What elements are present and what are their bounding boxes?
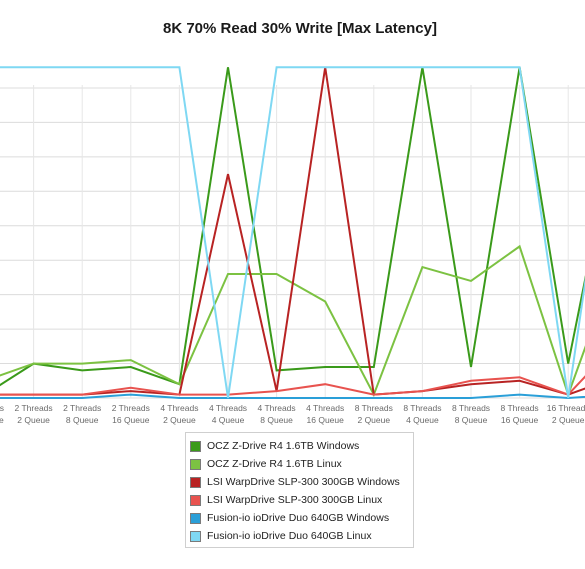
series-line-1	[0, 67, 585, 387]
x-tick-label: 2 Threads 16 Queue	[112, 403, 150, 425]
legend-item: LSI WarpDrive SLP-300 300GB Windows	[190, 473, 413, 491]
x-tick-label: 8 Threads 8 Queue	[452, 403, 490, 425]
chart-grid	[0, 85, 585, 399]
x-tick-label: 2 Threads 2 Queue	[15, 403, 53, 425]
series-line-5	[0, 393, 585, 400]
legend-label: LSI WarpDrive SLP-300 300GB Windows	[207, 476, 400, 488]
series-line-3	[0, 67, 585, 396]
legend-item: LSI WarpDrive SLP-300 300GB Linux	[190, 491, 413, 509]
legend-label: Fusion-io ioDrive Duo 640GB Windows	[207, 512, 390, 524]
legend-swatch	[190, 512, 201, 524]
series-line-4	[0, 375, 585, 396]
legend-label: OCZ Z-Drive R4 1.6TB Windows	[207, 440, 360, 452]
chart-legend: OCZ Z-Drive R4 1.6TB Windows OCZ Z-Drive …	[185, 432, 414, 548]
x-tick-label: 4 Threads 8 Queue	[258, 403, 296, 425]
chart-series	[0, 66, 585, 400]
legend-item: Fusion-io ioDrive Duo 640GB Linux	[190, 527, 413, 545]
legend-swatch	[190, 440, 201, 452]
series-line-6	[0, 66, 585, 399]
legend-swatch	[190, 494, 201, 506]
x-tick-label: 8 Threads 16 Queue	[501, 403, 539, 425]
legend-swatch	[190, 458, 201, 470]
legend-item: Fusion-io ioDrive Duo 640GB Windows	[190, 509, 413, 527]
x-tick-label: 4 Threads 4 Queue	[209, 403, 247, 425]
x-tick-label: 4 Threads 2 Queue	[160, 403, 198, 425]
x-tick-label: 4 Threads 16 Queue	[306, 403, 344, 425]
legend-item: OCZ Z-Drive R4 1.6TB Windows	[190, 437, 413, 455]
x-tick-label: 2 Threads 8 Queue	[63, 403, 101, 425]
legend-swatch	[190, 530, 201, 542]
legend-label: LSI WarpDrive SLP-300 300GB Linux	[207, 494, 383, 506]
x-tick-label: 8 Threads 4 Queue	[403, 403, 441, 425]
series-line-2	[0, 244, 585, 398]
legend-label: OCZ Z-Drive R4 1.6TB Linux	[207, 458, 342, 470]
legend-swatch	[190, 476, 201, 488]
legend-item: OCZ Z-Drive R4 1.6TB Linux	[190, 455, 413, 473]
x-tick-label: 8 Threads 2 Queue	[355, 403, 393, 425]
chart-title: 8K 70% Read 30% Write [Max Latency]	[163, 20, 437, 37]
legend-label: Fusion-io ioDrive Duo 640GB Linux	[207, 530, 372, 542]
